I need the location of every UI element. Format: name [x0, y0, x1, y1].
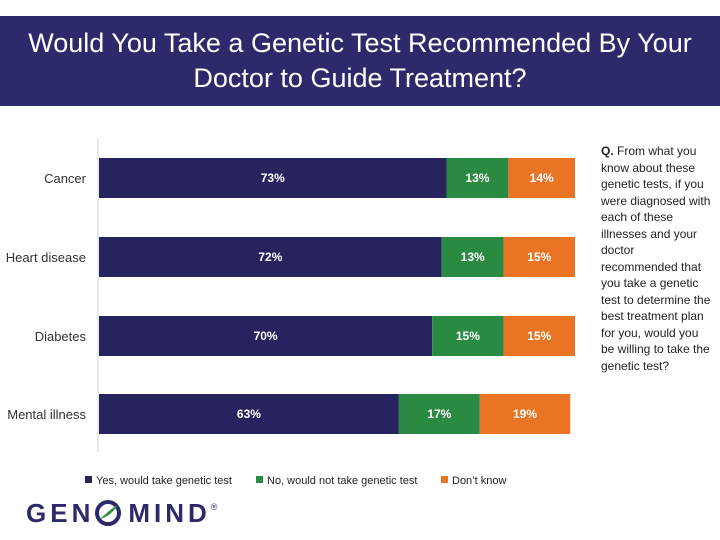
logo-o-mark-icon	[95, 500, 122, 526]
category-label-mental-illness: Mental illness	[7, 407, 86, 422]
bar-segment-diabetes-series-3	[503, 316, 575, 356]
data-label-cancer-series-2: 13%	[465, 171, 489, 185]
question-prefix: Q.	[601, 144, 614, 158]
data-label-diabetes-series-1: 70%	[254, 329, 278, 343]
bar-segment-mental-illness-series-3	[479, 394, 571, 434]
chart-title-line-1: Would You Take a Genetic Test Recommende…	[28, 28, 692, 58]
bar-segment-heart-disease-series-1	[99, 237, 442, 277]
data-label-diabetes-series-2: 15%	[456, 329, 480, 343]
logo-text-right: MIND	[128, 498, 211, 528]
title-banner: Would You Take a Genetic Test Recommende…	[0, 16, 720, 106]
data-label-diabetes-series-3: 15%	[527, 329, 551, 343]
bar-segment-heart-disease-series-3	[503, 237, 575, 277]
data-label-mental-illness-series-3: 19%	[513, 407, 537, 421]
legend-swatch-series-2	[256, 476, 263, 483]
data-label-cancer-series-1: 73%	[261, 171, 285, 185]
question-text: From what you know about these genetic t…	[601, 144, 711, 373]
data-label-heart-disease-series-2: 13%	[461, 250, 485, 264]
legend-swatch-series-1	[85, 476, 92, 483]
category-label-heart-disease: Heart disease	[6, 250, 86, 265]
category-label-cancer: Cancer	[44, 171, 87, 186]
bar-segment-cancer-series-3	[508, 158, 575, 198]
data-label-heart-disease-series-3: 15%	[527, 250, 551, 264]
data-label-mental-illness-series-2: 17%	[427, 407, 451, 421]
logo-registered-mark: ®	[210, 502, 218, 512]
bar-segment-mental-illness-series-2	[398, 394, 480, 434]
data-label-cancer-series-3: 14%	[530, 171, 554, 185]
data-label-mental-illness-series-1: 63%	[237, 407, 261, 421]
data-label-heart-disease-series-1: 72%	[258, 250, 282, 264]
chart-title-line-2: Doctor to Guide Treatment?	[193, 63, 527, 93]
bar-segment-mental-illness-series-1	[99, 394, 399, 434]
logo-text-left: GEN	[26, 498, 95, 528]
legend-label-series-1: Yes, would take genetic test	[96, 475, 232, 487]
genomind-logo: GEN MIND ®	[26, 496, 217, 530]
legend: Yes, would take genetic test No, would no…	[85, 475, 506, 487]
survey-question: Q. From what you know about these geneti…	[601, 143, 713, 374]
bar-segment-diabetes-series-2	[432, 316, 504, 356]
bars-layer: Cancer 73% 13% 14% Heart disease 72% 13% 15% Dia…	[6, 158, 575, 434]
legend-label-series-2: No, would not take genetic test	[267, 475, 417, 487]
bar-segment-heart-disease-series-2	[441, 237, 504, 277]
category-label-diabetes: Diabetes	[35, 329, 87, 344]
bar-segment-cancer-series-1	[99, 158, 447, 198]
bar-segment-cancer-series-2	[446, 158, 509, 198]
bar-segment-diabetes-series-1	[99, 316, 433, 356]
legend-swatch-series-3	[441, 476, 448, 483]
legend-label-series-3: Don’t know	[452, 475, 506, 487]
